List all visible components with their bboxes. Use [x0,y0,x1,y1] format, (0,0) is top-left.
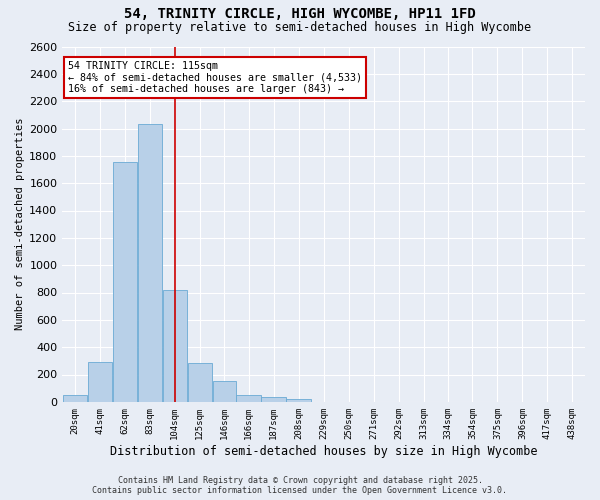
Text: Size of property relative to semi-detached houses in High Wycombe: Size of property relative to semi-detach… [68,21,532,34]
Bar [212,382,236,402]
Text: Contains HM Land Registry data © Crown copyright and database right 2025.
Contai: Contains HM Land Registry data © Crown c… [92,476,508,495]
Bar [113,162,137,402]
Bar [62,395,87,402]
Bar [137,124,162,402]
Bar [236,395,261,402]
Bar [262,397,286,402]
Bar [88,362,112,402]
X-axis label: Distribution of semi-detached houses by size in High Wycombe: Distribution of semi-detached houses by … [110,444,538,458]
Text: 54, TRINITY CIRCLE, HIGH WYCOMBE, HP11 1FD: 54, TRINITY CIRCLE, HIGH WYCOMBE, HP11 1… [124,8,476,22]
Y-axis label: Number of semi-detached properties: Number of semi-detached properties [15,118,25,330]
Bar [286,399,311,402]
Bar [163,290,187,402]
Text: 54 TRINITY CIRCLE: 115sqm
← 84% of semi-detached houses are smaller (4,533)
16% : 54 TRINITY CIRCLE: 115sqm ← 84% of semi-… [68,60,362,94]
Bar [188,363,212,402]
